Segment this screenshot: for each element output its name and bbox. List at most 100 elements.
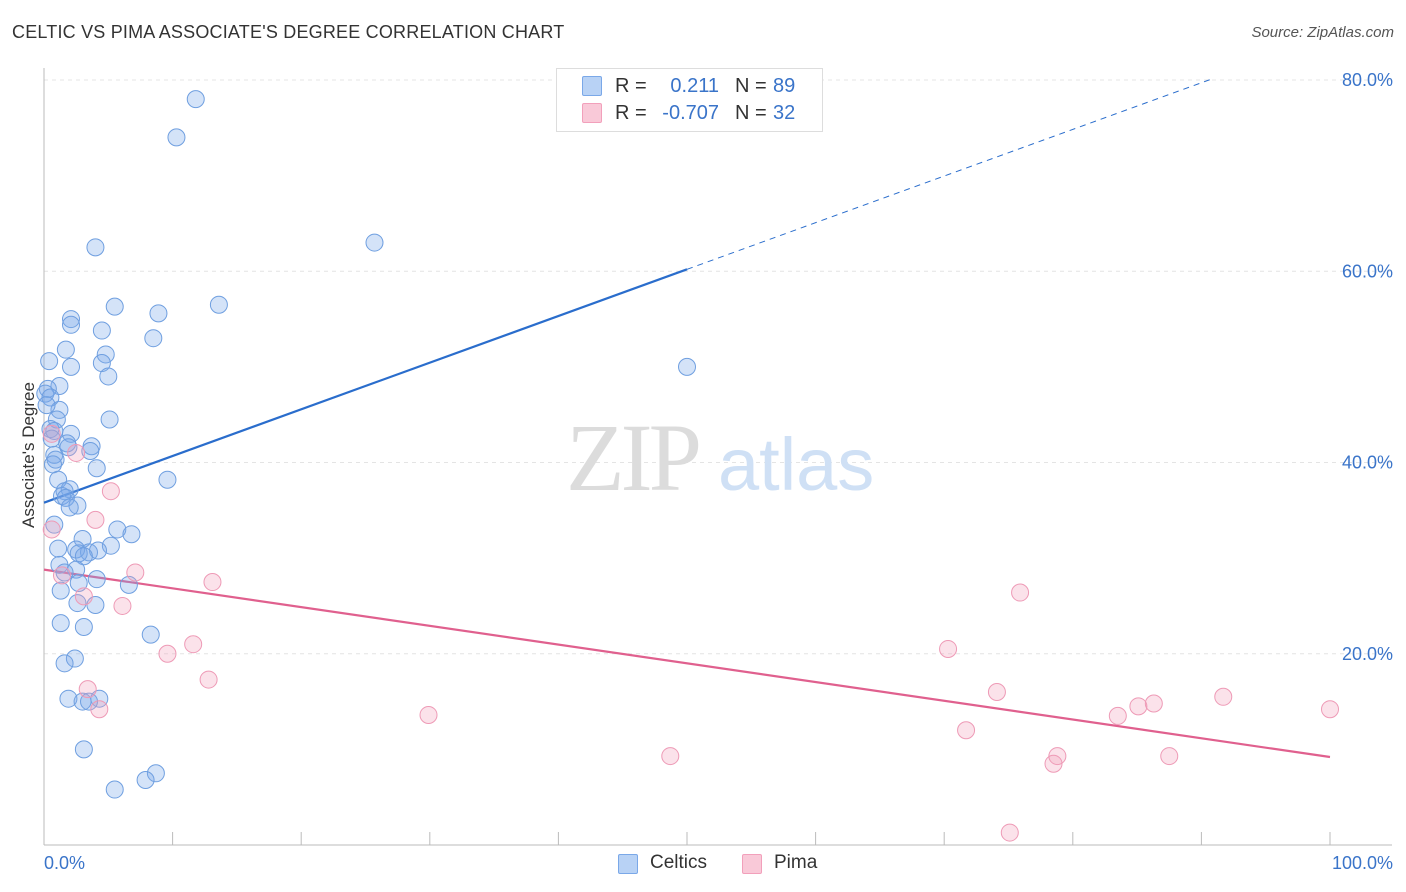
- celtics-point: [68, 594, 87, 613]
- pima-point: [86, 510, 105, 529]
- celtics-point: [122, 525, 141, 544]
- celtics-point: [68, 496, 87, 515]
- celtics-point: [87, 459, 106, 478]
- celtics-point: [55, 654, 74, 673]
- celtics-point: [74, 740, 93, 759]
- celtics-point: [55, 563, 74, 582]
- celtics-point: [678, 357, 696, 376]
- r-value: 0.211: [670, 75, 719, 97]
- celtics-point: [45, 515, 64, 534]
- pima-point: [1129, 697, 1148, 716]
- celtics-point: [136, 770, 155, 789]
- pima-point: [67, 443, 86, 462]
- legend-row-pima: R = -0.707 N = 32: [557, 100, 822, 126]
- axes: [43, 68, 1392, 846]
- celtics-point: [92, 321, 111, 340]
- celtics-point: [40, 352, 59, 371]
- legend-row-celtics: R = 0.211 N = 89: [557, 73, 822, 99]
- pima-point: [53, 566, 72, 585]
- celtics-swatch: [582, 76, 602, 96]
- celtics-point: [149, 304, 168, 323]
- r-label: R =: [615, 102, 647, 124]
- pima-point: [1011, 583, 1030, 602]
- celtics-point: [81, 442, 100, 461]
- celtics-point: [186, 90, 205, 109]
- celtics-point: [59, 689, 78, 708]
- pima-legend-swatch: [742, 854, 762, 874]
- pima-point: [74, 587, 93, 606]
- pima-point: [78, 680, 97, 699]
- celtics-point: [56, 340, 75, 359]
- celtics-point: [105, 780, 124, 799]
- y-tick-label: 20.0%: [1342, 644, 1393, 664]
- pima-point: [419, 705, 438, 724]
- gridlines: [44, 79, 1392, 655]
- watermark: ZIP atlas: [566, 404, 874, 511]
- r-value: -0.707: [662, 102, 719, 124]
- celtics-point: [158, 470, 177, 489]
- celtics-legend-label: Celtics: [650, 852, 708, 873]
- celtics-point: [69, 573, 88, 592]
- celtics-point: [74, 617, 93, 636]
- celtics-point: [100, 410, 119, 429]
- celtics-point: [96, 345, 115, 364]
- celtics-point: [65, 649, 84, 668]
- celtics-point: [55, 482, 74, 501]
- celtics-point: [209, 295, 228, 314]
- celtics-point: [60, 498, 79, 517]
- pima-point: [42, 520, 61, 539]
- y-tick-label: 80.0%: [1342, 70, 1393, 90]
- pima-point: [101, 482, 120, 501]
- y-tick-label: 40.0%: [1342, 453, 1393, 473]
- celtics-point: [99, 367, 118, 386]
- celtics-point: [105, 297, 124, 316]
- pima-point: [126, 563, 145, 582]
- celtics-point: [44, 455, 63, 474]
- pima-point: [184, 635, 203, 654]
- celtics-point: [108, 520, 127, 539]
- source-label: Source: ZipAtlas.com: [1251, 24, 1394, 41]
- x-tick-label: 0.0%: [44, 853, 85, 873]
- celtics-point: [167, 128, 186, 147]
- pima-point: [1321, 700, 1339, 719]
- n-value: 89: [773, 75, 796, 97]
- y-axis-label: Associate's Degree: [19, 382, 38, 528]
- pima-point: [203, 573, 222, 592]
- pima-point: [199, 670, 218, 689]
- pima-legend-label: Pima: [774, 852, 818, 873]
- celtics-point: [365, 233, 384, 252]
- pima-point: [661, 747, 680, 766]
- celtics-point: [62, 357, 81, 376]
- celtics-point: [62, 424, 81, 443]
- n-label: N =: [735, 102, 767, 124]
- celtics-point: [46, 450, 65, 469]
- x-tick-label: 100.0%: [1332, 853, 1393, 873]
- celtics-legend-swatch: [618, 854, 638, 874]
- celtics-point: [87, 570, 106, 589]
- pima-point: [1000, 823, 1019, 842]
- pima-point: [987, 683, 1006, 701]
- celtics-point: [146, 764, 165, 783]
- pima-point: [939, 639, 958, 658]
- celtics-point: [51, 581, 70, 600]
- data-points: [36, 90, 1339, 842]
- pima-point: [1160, 747, 1179, 766]
- pima-point: [113, 596, 132, 615]
- pima-point: [42, 424, 61, 443]
- trend-lines: [43, 77, 1331, 759]
- tick-labels: 20.0% 40.0% 60.0% 80.0% 0.0% 100.0%: [44, 70, 1393, 873]
- pima-point: [158, 644, 177, 663]
- pima-point: [1044, 754, 1063, 773]
- celtics-point: [47, 410, 66, 429]
- pima-point: [90, 700, 109, 719]
- celtics-point: [74, 547, 93, 566]
- n-label: N =: [735, 75, 767, 97]
- chart-title: CELTIC VS PIMA ASSOCIATE'S DEGREE CORREL…: [12, 22, 565, 42]
- pima-trend-line: [43, 568, 1331, 759]
- watermark-atlas: atlas: [718, 423, 874, 506]
- celtics-point: [62, 315, 81, 334]
- celtics-trend-line: [43, 268, 688, 504]
- celtics-point: [49, 539, 68, 558]
- pima-swatch: [582, 103, 602, 123]
- pima-point: [1108, 706, 1127, 725]
